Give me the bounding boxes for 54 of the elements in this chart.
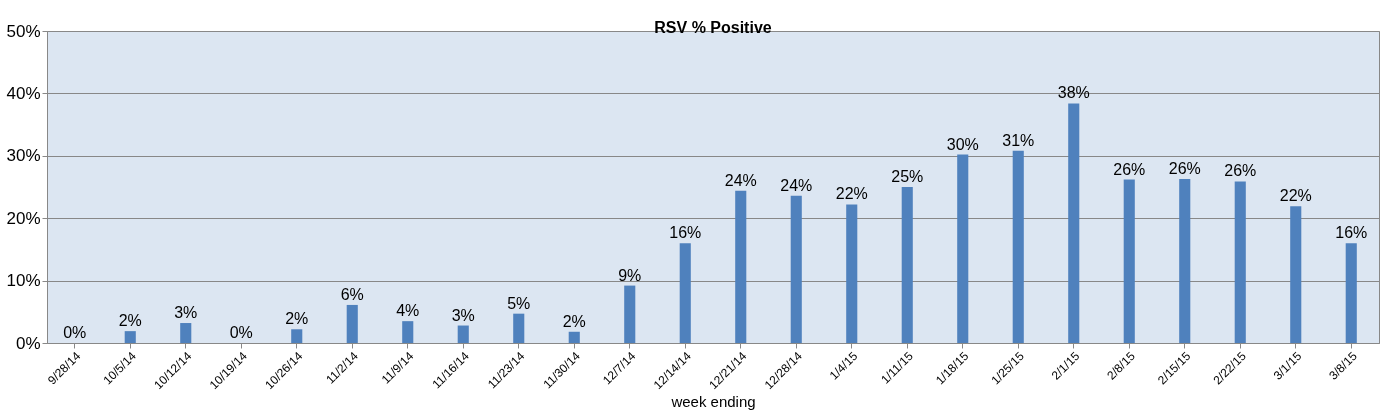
data-label: 24%: [780, 176, 813, 194]
data-label: 16%: [1335, 224, 1368, 242]
bar: [846, 204, 858, 343]
bar: [679, 243, 691, 343]
y-tick-label: 20%: [6, 208, 41, 228]
bar: [1123, 179, 1135, 343]
x-axis-title: week ending: [670, 393, 756, 411]
bar: [513, 313, 525, 343]
bar: [346, 304, 358, 343]
data-label: 22%: [835, 185, 868, 203]
data-label: 25%: [891, 168, 924, 185]
data-label: 0%: [63, 324, 87, 341]
chart-title: RSV % Positive: [654, 19, 772, 36]
bar: [901, 187, 913, 343]
bar: [790, 195, 802, 343]
data-label: 6%: [340, 285, 364, 303]
data-label: 26%: [1224, 162, 1257, 180]
bar: [568, 331, 580, 343]
bar: [457, 325, 469, 343]
bar: [180, 323, 192, 343]
bar: [1234, 181, 1246, 343]
bar: [1290, 206, 1302, 343]
data-label: 4%: [396, 302, 420, 320]
data-label: 38%: [1057, 84, 1090, 102]
bar: [1068, 103, 1080, 343]
data-label: 26%: [1113, 160, 1146, 178]
data-label: 2%: [562, 312, 586, 330]
bar: [402, 321, 414, 343]
data-label: 2%: [118, 312, 142, 330]
data-label: 31%: [1002, 131, 1035, 149]
data-label: 26%: [1168, 159, 1201, 177]
data-label: 16%: [669, 224, 702, 242]
y-tick-label: 40%: [6, 83, 41, 103]
data-label: 3%: [174, 304, 198, 322]
data-label: 30%: [946, 135, 979, 153]
y-tick-label: 0%: [15, 333, 41, 353]
y-tick-label: 30%: [6, 146, 41, 166]
data-label: 22%: [1279, 187, 1312, 205]
data-label: 3%: [451, 306, 475, 324]
data-label: 9%: [618, 266, 642, 284]
bar: [1012, 150, 1024, 343]
bar: [291, 329, 303, 343]
bar: [1179, 178, 1191, 343]
bar: [124, 331, 136, 343]
y-tick-label: 10%: [6, 271, 41, 291]
y-tick-label: 50%: [6, 21, 41, 41]
data-label: 5%: [507, 294, 531, 312]
bar: [735, 190, 747, 343]
data-label: 0%: [229, 324, 253, 341]
data-label: 24%: [724, 171, 757, 189]
bar: [957, 154, 969, 343]
data-label: 2%: [285, 310, 309, 328]
bar: [1345, 243, 1357, 343]
bar: [624, 285, 636, 343]
